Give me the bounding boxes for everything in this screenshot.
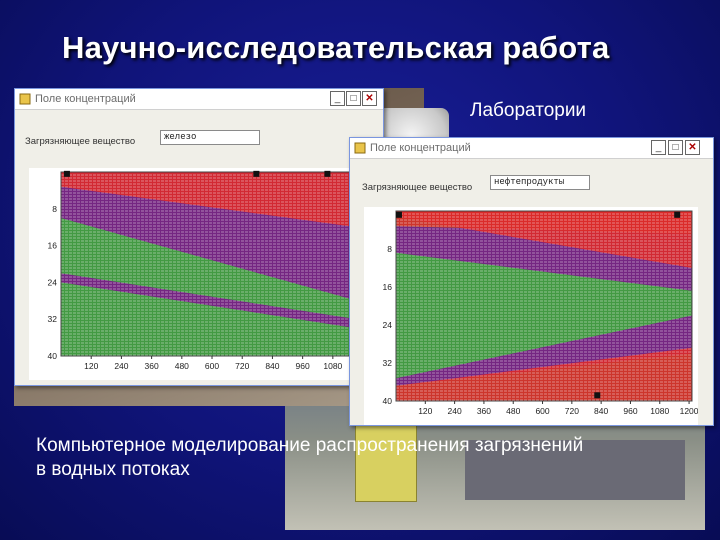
concentration-window-iron[interactable]: Поле концентраций _ □ ✕ Загрязняющее вещ… — [14, 88, 384, 386]
maximize-button[interactable]: □ — [668, 140, 683, 155]
y-tick-label: 16 — [48, 241, 58, 251]
lab-label: Лаборатории — [470, 100, 587, 121]
close-button[interactable]: ✕ — [685, 140, 700, 155]
y-tick-label: 24 — [383, 320, 393, 330]
window-body: Загрязняющее вещество железо 120 240 360 48… — [15, 110, 383, 385]
y-tick-label: 24 — [48, 277, 58, 287]
concentration-band — [396, 211, 692, 268]
x-tick-label: 1080 — [650, 406, 669, 416]
boundary-marker — [674, 211, 681, 218]
x-tick-label: 480 — [175, 361, 189, 371]
x-tick-label: 1200 — [680, 406, 698, 416]
slide-title: Научно-исследовательская работа — [62, 30, 610, 65]
x-tick-label: 960 — [623, 406, 637, 416]
y-tick-label: 8 — [52, 204, 57, 214]
x-tick-label: 720 — [565, 406, 579, 416]
window-title: Поле концентраций — [370, 142, 471, 154]
x-tick-label: 120 — [84, 361, 98, 371]
concentration-plot: 120 240 360 480 600 720 840 960 1080 8 16 24 32 40 — [29, 168, 363, 380]
maximize-button[interactable]: □ — [346, 91, 361, 106]
plot-frame — [395, 210, 693, 402]
window-titlebar[interactable]: Поле концентраций _ □ ✕ — [350, 138, 713, 159]
x-tick-label: 960 — [296, 361, 310, 371]
slide-caption: Компьютерное моделирование распространен… — [36, 435, 584, 480]
x-tick-label: 600 — [535, 406, 549, 416]
boundary-marker — [324, 170, 331, 177]
x-tick-label: 480 — [506, 406, 520, 416]
y-tick-label: 40 — [383, 396, 393, 406]
pollutant-input[interactable]: нефтепродукты — [490, 175, 590, 190]
x-tick-label: 120 — [418, 406, 432, 416]
concentration-plot-svg: 120 240 360 480 600 720 840 960 1080 1200 8 16 24 32 4… — [383, 210, 698, 416]
concentration-band — [396, 315, 692, 386]
boundary-marker — [253, 170, 260, 177]
y-tick-label: 16 — [383, 282, 393, 292]
x-tick-label: 360 — [477, 406, 491, 416]
minimize-button[interactable]: _ — [330, 91, 345, 106]
concentration-plot: 120 240 360 480 600 720 840 960 1080 1200 8 16 24 32 4… — [364, 207, 698, 425]
pollutant-input[interactable]: железо — [160, 130, 260, 145]
x-tick-label: 360 — [145, 361, 159, 371]
y-tick-label: 40 — [48, 351, 58, 361]
y-tick-label: 32 — [383, 358, 393, 368]
x-tick-label: 720 — [235, 361, 249, 371]
x-tick-label: 840 — [594, 406, 608, 416]
lab-desk — [465, 440, 685, 500]
y-tick-label: 8 — [387, 244, 392, 254]
concentration-plot-svg: 120 240 360 480 600 720 840 960 1080 8 16 24 32 40 — [48, 170, 358, 371]
minimize-button[interactable]: _ — [651, 140, 666, 155]
app-icon — [19, 93, 31, 105]
app-icon — [354, 142, 366, 154]
pollutant-label: Загрязняющее вещество — [362, 182, 473, 193]
window-title: Поле концентраций — [35, 93, 136, 105]
boundary-marker — [594, 392, 601, 399]
lab-cabinet — [355, 420, 417, 502]
close-button[interactable]: ✕ — [362, 91, 377, 106]
boundary-marker — [63, 170, 70, 177]
pollutant-label: Загрязняющее вещество — [25, 136, 136, 147]
y-tick-label: 32 — [48, 314, 58, 324]
concentration-band — [61, 172, 357, 228]
window-body: Загрязняющее вещество нефтепродукты 120 2… — [350, 159, 713, 425]
boundary-marker — [395, 211, 402, 218]
x-tick-label: 240 — [448, 406, 462, 416]
x-tick-label: 600 — [205, 361, 219, 371]
concentration-window-oil[interactable]: Поле концентраций _ □ ✕ Загрязняющее вещ… — [349, 137, 714, 426]
x-tick-label: 1080 — [323, 361, 342, 371]
x-tick-label: 240 — [114, 361, 128, 371]
window-titlebar[interactable]: Поле концентраций _ □ ✕ — [15, 89, 383, 110]
x-tick-label: 840 — [265, 361, 279, 371]
